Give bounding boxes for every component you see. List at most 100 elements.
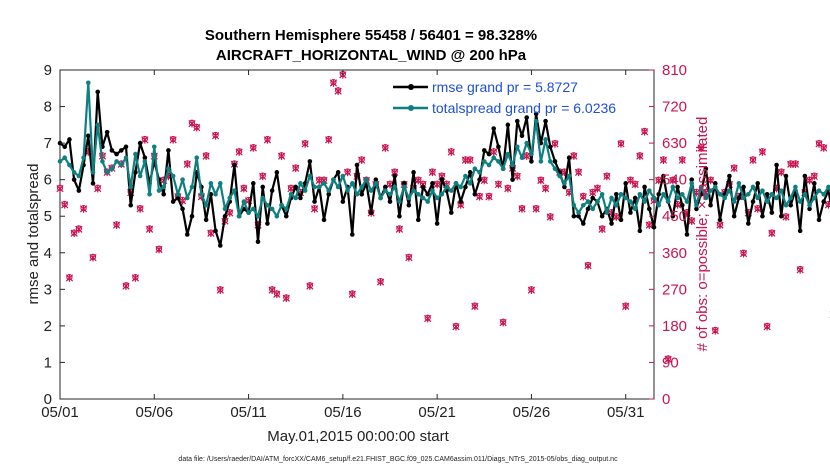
obs-assimilated-point	[141, 136, 149, 144]
rmse-point	[203, 217, 209, 223]
obs-assimilated-point	[640, 127, 649, 136]
obs-assimilated-point	[523, 152, 531, 160]
spread-point	[448, 188, 454, 193]
spread-point	[646, 188, 652, 193]
spread-point	[727, 188, 732, 193]
spread-point	[486, 162, 492, 168]
rmse-point	[745, 221, 751, 226]
x-axis-label: May.01,2015 00:00:00 start	[267, 428, 449, 445]
spread-point	[194, 155, 200, 161]
rmse-point	[571, 213, 577, 219]
spread-point	[147, 191, 152, 197]
rmse-point	[213, 228, 218, 234]
obs-assimilated-point	[447, 148, 455, 156]
rmse-point	[547, 144, 553, 150]
spread-point	[755, 195, 761, 201]
obs-assimilated-point	[664, 355, 672, 363]
obs-assimilated-point	[348, 290, 356, 299]
legend-rmse-label: rmse grand pr = 5.8727	[432, 79, 578, 95]
spread-point	[505, 151, 511, 157]
rmse-point	[373, 177, 379, 182]
rmse-point	[811, 181, 817, 186]
x-tick-label: 05/21	[418, 404, 456, 421]
spread-point	[571, 202, 577, 208]
spread-point	[632, 206, 638, 212]
y2-tick-label: 360	[662, 245, 687, 262]
spread-point	[434, 195, 440, 201]
spread-point	[802, 191, 808, 197]
obs-assimilated-point	[584, 261, 592, 270]
spread-point	[783, 202, 789, 208]
rmse-point	[802, 173, 808, 179]
obs-assimilated-point	[466, 156, 474, 164]
rmse-point	[260, 184, 266, 190]
spread-point	[382, 188, 388, 193]
obs-assimilated-point	[61, 201, 69, 209]
spread-point	[778, 188, 784, 193]
spread-point	[463, 173, 468, 179]
legend-spread-marker	[408, 105, 414, 111]
obs-assimilated-point	[598, 225, 606, 234]
legend-spread-label: totalspread grand pr = 6.0236	[432, 100, 616, 116]
rmse-point	[71, 177, 77, 182]
spread-point	[467, 181, 473, 186]
rmse-point	[397, 213, 402, 219]
rmse-point	[298, 195, 303, 201]
rmse-point	[189, 213, 195, 219]
spread-point	[642, 199, 647, 204]
rmse-point	[496, 144, 501, 150]
rmse-point	[590, 195, 596, 201]
spread-point	[665, 199, 671, 204]
spread-point	[562, 181, 567, 186]
obs-assimilated-point	[537, 176, 545, 185]
obs-assimilated-point	[249, 144, 257, 152]
obs-assimilated-point	[211, 132, 220, 140]
obs-assimilated-point	[485, 192, 493, 201]
spread-point	[547, 159, 553, 164]
rmse-point	[481, 148, 487, 153]
rmse-point	[85, 133, 91, 139]
rmse-point	[486, 151, 492, 157]
spread-point	[661, 191, 666, 197]
y2-tick-label: 810	[662, 62, 687, 79]
rmse-point	[510, 177, 515, 182]
spread-point	[67, 162, 72, 168]
spread-point	[354, 191, 360, 197]
obs-assimilated-point	[155, 245, 163, 254]
rmse-point	[576, 213, 581, 219]
obs-assimilated-point	[169, 136, 177, 144]
spread-point	[764, 199, 770, 204]
obs-assimilated-point	[405, 253, 413, 262]
spread-point	[359, 184, 365, 190]
obs-assimilated-point	[277, 152, 286, 160]
rmse-point	[741, 184, 746, 190]
rmse-point	[161, 191, 167, 197]
rmse-point	[406, 202, 412, 208]
obs-assimilated-point	[240, 184, 248, 193]
spread-point	[76, 173, 82, 179]
rmse-point	[90, 181, 96, 186]
rmse-point	[807, 206, 812, 212]
rmse-point	[232, 162, 237, 168]
obs-assimilated-point	[697, 144, 705, 152]
spread-point	[378, 195, 383, 201]
legend-rmse-marker	[408, 84, 414, 90]
rmse-point	[661, 173, 666, 179]
spread-point	[246, 210, 251, 215]
spread-point	[769, 191, 775, 197]
obs-assimilated-point	[282, 294, 290, 303]
y2-tick-label: 270	[662, 281, 687, 298]
spread-point	[670, 184, 676, 190]
x-tick-label: 05/26	[513, 404, 551, 421]
spread-point	[741, 195, 746, 201]
spread-point	[656, 202, 662, 208]
legend: rmse grand pr = 5.8727 totalspread grand…	[393, 79, 616, 116]
obs-assimilated-point	[145, 225, 154, 234]
spread-point	[585, 199, 591, 204]
rmse-point	[114, 151, 119, 157]
rmse-point	[420, 184, 426, 190]
obs-assimilated-point	[622, 302, 630, 311]
rmse-point	[618, 217, 624, 223]
spread-point	[797, 199, 803, 204]
